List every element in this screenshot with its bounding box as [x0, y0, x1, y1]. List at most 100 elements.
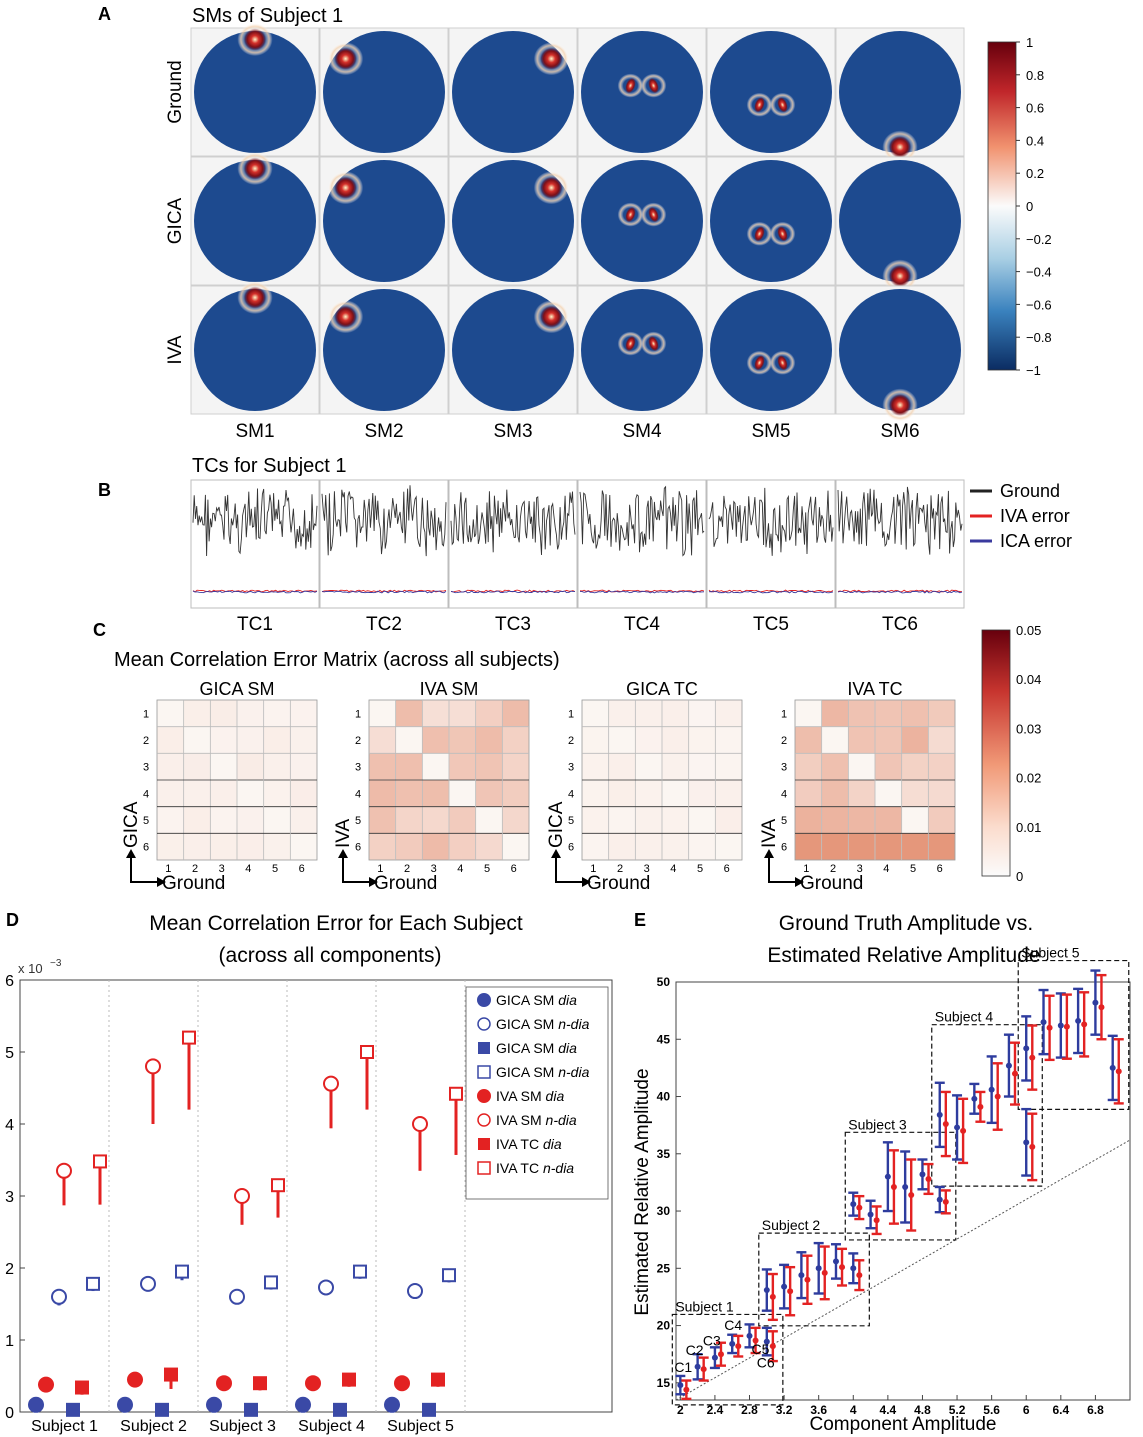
colorbar-c-tick-label: 0.02: [1016, 771, 1041, 786]
subject-box-label-2: Subject 2: [762, 1217, 821, 1233]
matrix-0-cell-5-2: [183, 806, 211, 834]
matrix-row-tick: 6: [568, 842, 574, 854]
panel-b-letter: B: [98, 480, 111, 500]
point-red-4-3: [1081, 1021, 1088, 1028]
point-blue-4-0: [1023, 1045, 1030, 1052]
matrix-1-cell-1-4: [448, 699, 476, 727]
marker-5-2: [234, 1188, 250, 1204]
point-blue-0-5: [763, 1338, 770, 1345]
y-tick-label: 6: [5, 973, 14, 990]
subject-box-1: [671, 1313, 784, 1406]
blob-r2-c4-1: [625, 206, 636, 223]
row-label-gica: GICA: [165, 197, 186, 244]
marker-2-4: [422, 1402, 436, 1417]
point-blue-1-5: [850, 1265, 857, 1272]
matrix-2-cell-3-1: [581, 753, 609, 781]
plot-d-x-labels: Subject 1 Subject 2 Subject 3 Subject 4 Subj…: [31, 1418, 454, 1435]
matrix-2-cell-2-4: [661, 726, 689, 754]
tc-label-2: TC2: [366, 614, 402, 635]
blob-r1-c1-1: [244, 28, 266, 51]
matrix-xlabel-3: Ground: [800, 873, 863, 894]
y-tick-label: 2: [5, 1261, 14, 1278]
panel-e-title-line1: Ground Truth Amplitude vs.: [779, 912, 1033, 935]
timecourse-panels: [190, 479, 965, 609]
matrix-1-cell-6-3: [422, 833, 450, 861]
legend-marker-4: [477, 1089, 491, 1103]
matrix-2-cell-3-6: [715, 753, 743, 781]
panel-e: E Ground Truth Amplitude vs. Estimated R…: [632, 910, 1131, 1435]
matrix-0-cell-5-6: [290, 806, 318, 834]
matrix-row-tick: 6: [781, 842, 787, 854]
axis-arrowhead-y-2: [551, 849, 561, 858]
matrix-2-cell-2-6: [715, 726, 743, 754]
y-tick-label: 30: [657, 1204, 671, 1218]
blob-r1-c5-2: [777, 97, 788, 113]
point-red-1-0: [769, 1293, 776, 1300]
matrix-0-cell-6-5: [263, 833, 291, 861]
blob-r3-c5-2: [777, 355, 788, 371]
tc-label-5: TC5: [753, 614, 789, 635]
legend-label-2: ICA error: [1000, 531, 1072, 551]
point-blue-3-3: [988, 1086, 995, 1093]
matrix-0-cell-6-3: [210, 833, 238, 861]
matrix-2-cell-6-5: [688, 833, 716, 861]
point-blue-4-2: [1057, 1022, 1064, 1029]
marker-5-0: [56, 1162, 72, 1179]
matrix-1-cell-2-4: [448, 726, 476, 754]
point-blue-4-1: [1040, 1019, 1047, 1026]
matrix-3-cell-4-3: [848, 779, 876, 807]
legend-marker-6: [478, 1138, 490, 1150]
matrix-0-cell-2-4: [236, 726, 264, 754]
legend-label-7: IVA TC n-dia: [496, 1160, 574, 1176]
point-red-0-3: [735, 1343, 742, 1350]
point-blue-0-0: [677, 1382, 684, 1389]
point-blue-2-0: [850, 1201, 857, 1208]
point-blue-4-3: [1075, 1017, 1082, 1024]
marker-7-4: [449, 1086, 463, 1101]
point-red-2-2: [890, 1183, 897, 1190]
legend-label-1: GICA SM n-dia: [496, 1016, 590, 1032]
matrix-col-tick: 4: [670, 863, 676, 875]
tc-ground-line-6: [837, 486, 963, 555]
matrix-2-cell-3-4: [661, 753, 689, 781]
axis-arrowhead-x-0: [157, 877, 166, 887]
matrix-2-cell-3-3: [635, 753, 663, 781]
point-red-3-5: [1029, 1143, 1036, 1150]
matrix-2-cell-1-6: [715, 699, 743, 727]
tc-ica-error-line-4: [580, 590, 705, 594]
matrix-3-cell-5-3: [848, 806, 876, 834]
matrix-2-cell-3-2: [608, 753, 636, 781]
brain-disk-r1-c6: [839, 31, 961, 153]
matrix-row-tick: 2: [355, 735, 361, 747]
x-tick-label: 6.4: [1052, 1403, 1069, 1417]
y-tick-label: 0: [5, 1405, 14, 1422]
point-blue-0-3: [729, 1340, 736, 1347]
point-red-4-0: [1029, 1054, 1036, 1061]
matrix-xlabel-2: Ground: [587, 873, 650, 894]
matrix-ylabel-1: IVA: [333, 818, 354, 848]
brain-disk-r2-c6: [839, 160, 961, 282]
matrix-1-cell-4-2: [395, 779, 423, 807]
point-blue-0-1: [694, 1363, 701, 1370]
matrix-0-cell-6-2: [183, 833, 211, 861]
matrix-2-cell-4-6: [715, 779, 743, 807]
row-label-ground: Ground: [165, 60, 186, 123]
legend-text: IVA SM: [496, 1088, 546, 1104]
matrix-1-cell-2-3: [422, 726, 450, 754]
matrix-row-tick: 4: [781, 788, 787, 800]
point-blue-2-1: [867, 1211, 874, 1218]
panel-e-letter: E: [634, 910, 646, 930]
matrix-0-cell-3-3: [210, 753, 238, 781]
marker-2-2: [244, 1402, 258, 1417]
marker-1-4: [407, 1283, 423, 1300]
matrix-0-cell-2-6: [290, 726, 318, 754]
matrix-1-cell-6-1: [368, 833, 396, 861]
matrix-0-cell-5-1: [156, 806, 184, 834]
point-blue-1-1: [781, 1283, 788, 1290]
marker-6-3: [342, 1372, 356, 1387]
blob-r2-c1-1: [244, 157, 266, 180]
marker-0-4: [384, 1396, 400, 1413]
brain-disk-r1-c5: [710, 31, 832, 153]
marker-1-3: [318, 1279, 334, 1296]
